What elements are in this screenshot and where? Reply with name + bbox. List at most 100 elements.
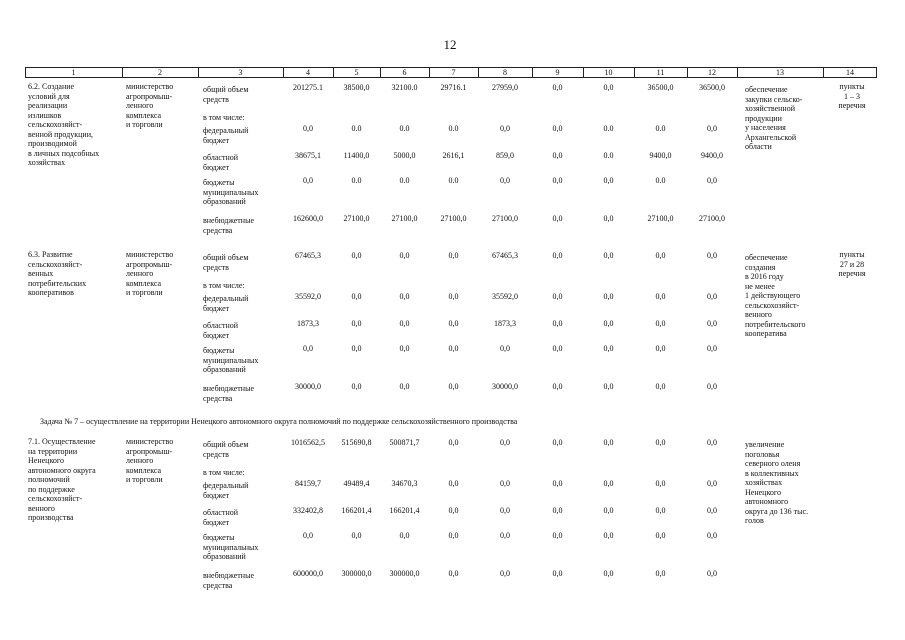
row-label: внебюджетные средства: [203, 571, 254, 590]
value: 0,0: [655, 531, 666, 540]
value: 0,0: [399, 251, 410, 260]
value: 0.0: [655, 176, 666, 185]
value: 29716.1: [440, 83, 467, 92]
value: 300000,0: [341, 569, 372, 578]
value: 0,0: [500, 438, 510, 447]
value: 36500,0: [699, 83, 725, 92]
value: 166201,4: [389, 506, 420, 515]
value: 0,0: [707, 531, 717, 540]
value: 0,0: [603, 83, 614, 92]
value: 9400,0: [701, 151, 723, 160]
value: 0,0: [707, 438, 717, 447]
row-label: общий объем средств: [203, 85, 249, 104]
row-label: областной бюджет: [203, 321, 239, 340]
column-number: 9: [555, 68, 560, 77]
value: 0,0: [603, 292, 614, 301]
row-label: в том числе:: [203, 468, 245, 477]
header-row: [25, 67, 877, 78]
value: 27100,0: [647, 214, 674, 223]
value: 35592,0: [492, 292, 518, 301]
executor: министерство агропромыш- ленного комплек…: [126, 250, 174, 297]
executor: министерство агропромыш- ленного комплек…: [126, 82, 174, 129]
value: 0,0: [707, 292, 717, 301]
value: 0,0: [448, 506, 459, 515]
reference: пункты 1 – 3 перечня: [838, 82, 866, 110]
value: 0,0: [399, 382, 410, 391]
value: 0.0: [603, 124, 614, 133]
value: 27959,0: [492, 83, 518, 92]
value: 0,0: [500, 569, 510, 578]
column-divider: [283, 67, 284, 78]
value: 0,0: [552, 569, 563, 578]
value: 84159,7: [295, 479, 321, 488]
value: 0,0: [603, 506, 614, 515]
column-divider: [380, 67, 381, 78]
column-divider: [583, 67, 584, 78]
value: 27100,0: [699, 214, 725, 223]
value: 0,0: [448, 292, 459, 301]
value: 0,0: [303, 531, 313, 540]
value: 0,0: [351, 319, 362, 328]
row-label: общий объем средств: [203, 253, 249, 272]
value: 0.0: [603, 151, 614, 160]
row-label: в том числе:: [203, 281, 245, 290]
value: 500871,7: [389, 438, 420, 447]
value: 0,0: [655, 251, 666, 260]
value: 27100,0: [391, 214, 418, 223]
value: 201275.1: [293, 83, 323, 92]
value: 2616,1: [442, 151, 465, 160]
column-divider: [429, 67, 430, 78]
value: 0.0: [351, 124, 362, 133]
value: 0,0: [552, 251, 563, 260]
column-divider: [478, 67, 479, 78]
value: 0,0: [448, 344, 459, 353]
value: 0.0: [399, 124, 410, 133]
value: 0,0: [552, 344, 563, 353]
column-number: 5: [354, 68, 359, 77]
value: 0,0: [448, 382, 459, 391]
value: 0,0: [399, 531, 410, 540]
row-label: областной бюджет: [203, 508, 239, 527]
value: 0,0: [552, 438, 563, 447]
column-divider: [687, 67, 688, 78]
column-number: 11: [656, 68, 665, 77]
value: 0,0: [655, 569, 666, 578]
column-number: 7: [451, 68, 456, 77]
value: 0,0: [655, 438, 666, 447]
value: 32100.0: [391, 83, 418, 92]
column-divider: [198, 67, 199, 78]
value: 0,0: [552, 83, 563, 92]
value: 67465,3: [295, 251, 321, 260]
item-name: 6.2. Создание условий для реализации изл…: [28, 82, 100, 167]
value: 9400,0: [649, 151, 672, 160]
value: 0,0: [448, 569, 459, 578]
value: 11400,0: [343, 151, 370, 160]
column-number: 3: [238, 68, 243, 77]
value: 0.0: [655, 124, 666, 133]
value: 0,0: [399, 319, 410, 328]
value: 0,0: [655, 344, 666, 353]
value: 0,0: [399, 292, 410, 301]
value: 1873,3: [494, 319, 516, 328]
value: 0,0: [552, 506, 563, 515]
value: 300000,0: [389, 569, 420, 578]
value: 0,0: [655, 382, 666, 391]
value: 27100,0: [492, 214, 518, 223]
task-title: Задача № 7 – осуществление на территории…: [40, 417, 518, 426]
value: 0,0: [303, 344, 313, 353]
value: 5000,0: [393, 151, 416, 160]
value: 0,0: [351, 531, 362, 540]
value: 34670,3: [391, 479, 418, 488]
value: 0,0: [655, 479, 666, 488]
value: 38675,1: [295, 151, 321, 160]
column-number: 8: [503, 68, 507, 77]
column-number: 4: [306, 68, 310, 77]
row-label: в том числе:: [203, 113, 245, 122]
value: 0,0: [351, 344, 362, 353]
column-number: 6: [402, 68, 407, 77]
value: 0,0: [303, 124, 313, 133]
item-name: 6.3. Развитие сельскохозяйст- венных пот…: [28, 250, 87, 297]
value: 0,0: [552, 124, 563, 133]
value: 0,0: [655, 319, 666, 328]
value: 0,0: [552, 151, 563, 160]
